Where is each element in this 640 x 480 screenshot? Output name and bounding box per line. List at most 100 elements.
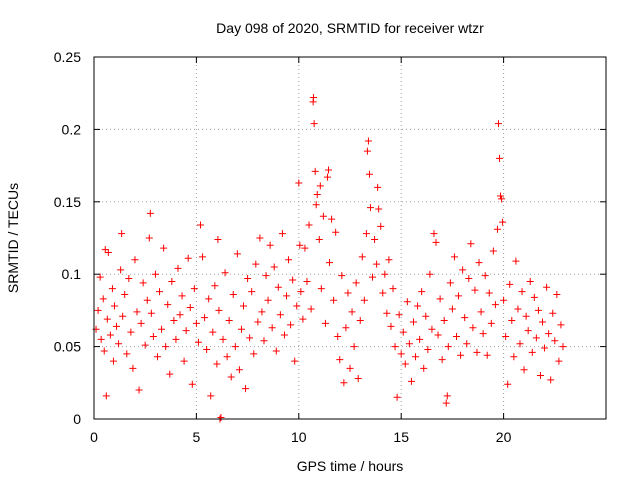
data-point	[510, 353, 518, 361]
data-point	[123, 350, 131, 358]
data-point	[319, 212, 327, 220]
data-point	[252, 260, 260, 268]
data-point	[244, 275, 252, 283]
data-point	[369, 273, 377, 281]
data-point	[278, 230, 286, 238]
data-point	[465, 275, 473, 283]
data-point	[164, 301, 172, 309]
y-tick-label: 0.25	[54, 49, 81, 65]
data-point	[274, 283, 282, 291]
data-point	[125, 275, 133, 283]
data-point	[166, 370, 174, 378]
data-point	[555, 357, 563, 365]
data-point	[307, 305, 315, 313]
data-point	[323, 173, 331, 181]
data-point	[350, 343, 358, 351]
data-point	[121, 290, 129, 298]
data-point	[436, 295, 444, 303]
data-point	[391, 343, 399, 351]
data-point	[313, 191, 321, 199]
data-point	[223, 353, 231, 361]
data-point	[338, 272, 346, 280]
data-point	[108, 285, 116, 293]
y-tick-label: 0	[73, 411, 81, 427]
data-point	[344, 289, 352, 297]
data-point	[403, 298, 411, 306]
data-point	[145, 234, 153, 242]
data-point	[481, 272, 489, 280]
x-tick-label: 0	[90, 429, 98, 445]
data-point	[209, 328, 217, 336]
data-point	[225, 317, 233, 325]
x-tick-label: 15	[393, 429, 409, 445]
data-point	[539, 318, 547, 326]
data-point	[254, 318, 262, 326]
data-point	[311, 167, 319, 175]
data-point	[407, 377, 415, 385]
data-point	[117, 266, 125, 274]
data-point	[385, 256, 393, 264]
data-point	[442, 399, 450, 407]
data-point	[289, 276, 297, 284]
data-point	[153, 353, 161, 361]
data-point	[295, 179, 303, 187]
data-point	[485, 289, 493, 297]
data-point	[141, 341, 149, 349]
data-point	[374, 183, 382, 191]
data-point	[129, 364, 137, 372]
data-point	[364, 137, 372, 145]
data-point	[205, 295, 213, 303]
data-point	[450, 253, 458, 261]
data-point	[420, 364, 428, 372]
data-point	[219, 335, 227, 343]
chart-title: Day 098 of 2020, SRMTID for receiver wtz…	[216, 20, 484, 36]
data-point	[479, 330, 487, 338]
data-point	[178, 292, 186, 300]
data-point	[194, 338, 202, 346]
data-point	[135, 386, 143, 394]
data-point	[496, 154, 504, 162]
data-point	[469, 324, 477, 332]
y-axis-label: SRMTID / TECUs	[5, 183, 21, 293]
data-point	[440, 317, 448, 325]
data-point	[280, 331, 288, 339]
data-points	[92, 94, 567, 423]
data-point	[119, 312, 127, 320]
data-point	[127, 328, 135, 336]
data-point	[106, 331, 114, 339]
data-point	[248, 288, 256, 296]
data-point	[416, 335, 424, 343]
data-point	[182, 327, 190, 335]
data-point	[131, 256, 139, 264]
data-point	[321, 319, 329, 327]
plot-frame	[93, 56, 607, 420]
data-point	[276, 311, 284, 319]
data-point	[363, 147, 371, 155]
x-tick-label: 10	[291, 429, 307, 445]
data-point	[196, 221, 204, 229]
data-point	[379, 289, 387, 297]
data-point	[502, 332, 510, 340]
data-point	[256, 234, 264, 242]
data-point	[522, 312, 530, 320]
data-point	[227, 373, 235, 381]
data-point	[96, 273, 104, 281]
data-point	[235, 366, 243, 374]
data-point	[246, 334, 254, 342]
data-point	[342, 324, 350, 332]
data-point	[190, 285, 198, 293]
data-point	[352, 279, 360, 287]
y-tick-label: 0.15	[54, 194, 81, 210]
data-point	[549, 309, 557, 317]
data-point	[532, 334, 540, 342]
data-point	[113, 322, 121, 330]
data-point	[94, 306, 102, 314]
data-point	[270, 263, 278, 271]
data-point	[366, 204, 374, 212]
data-point	[291, 357, 299, 365]
data-point	[494, 120, 502, 128]
data-point	[346, 364, 354, 372]
data-point	[526, 277, 534, 285]
data-point	[520, 366, 528, 374]
